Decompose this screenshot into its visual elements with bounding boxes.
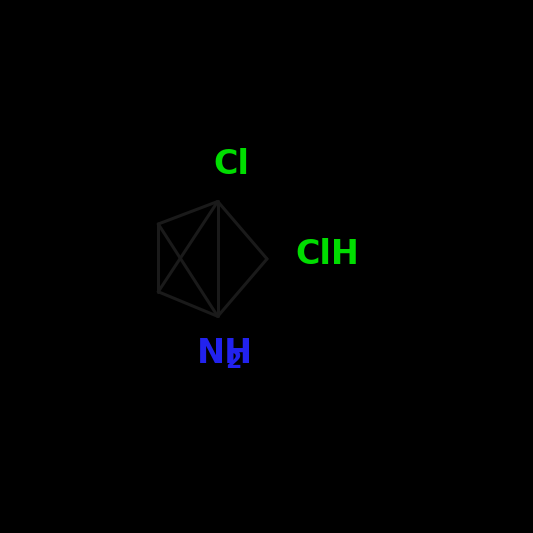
Text: ClH: ClH: [296, 238, 360, 271]
Text: Cl: Cl: [214, 148, 249, 181]
Text: 2: 2: [225, 349, 241, 373]
Text: NH: NH: [197, 337, 253, 370]
